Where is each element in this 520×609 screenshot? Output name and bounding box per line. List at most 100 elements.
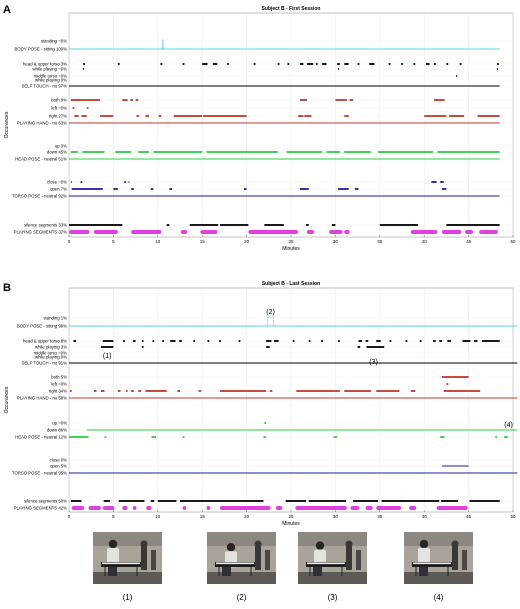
panel-b-row-mark [446, 383, 449, 385]
panel-b-annotation: (4) [504, 422, 513, 429]
panel-b-row-mark [462, 340, 471, 342]
panel-b-row-mark [162, 340, 165, 342]
panel-b-xlabel: Minutes [282, 521, 300, 527]
panel-b-row-mark [70, 500, 82, 502]
panel-a-xtick-label: 40 [422, 239, 428, 244]
panel-a-row-mark [145, 115, 149, 117]
panel-b-row-mark [447, 340, 451, 342]
panel-b-row-label: right 34% [49, 388, 67, 393]
panel-a-row-mark [70, 181, 72, 183]
panel-a-row-mark [338, 68, 340, 70]
panel-a-playing-segment [93, 230, 118, 234]
panel-a-row-mark [497, 68, 499, 70]
panel-a-row-mark [243, 188, 247, 190]
photo-wall-top [93, 532, 162, 546]
panel-b-playing-segment [436, 506, 468, 510]
photo-caption: (3) [328, 593, 338, 602]
panel-a-row-mark [70, 151, 78, 153]
panel-b-letter: B [3, 282, 11, 294]
panel-b-row-mark [292, 340, 295, 342]
panel-b-row-mark [104, 436, 107, 438]
panel-b-row-mark [118, 500, 145, 502]
panel-b-row-mark [473, 340, 478, 342]
panel-b-playing-segment [122, 506, 128, 510]
panel-b-playing-segment [376, 506, 402, 510]
panel-b-playing-segment [102, 506, 115, 510]
panel-a-playing-segment [344, 230, 350, 234]
panel-a-row-label: both 8% [51, 97, 67, 102]
panel-a-row-mark [286, 151, 323, 153]
photo-performer-shirt [107, 548, 119, 564]
panel-a-xlabel: Minutes [282, 246, 300, 252]
panel-a-row-mark [69, 224, 123, 226]
panel-a-ylabel: Occurances [4, 111, 10, 138]
photo-performer-shirt [314, 549, 326, 566]
panel-b-xtick-label: 10 [155, 514, 161, 519]
panel-b-row-mark [145, 390, 167, 392]
panel-a-row-mark [315, 63, 318, 65]
panel-b-row-mark [333, 436, 338, 438]
panel-b-row-mark [481, 340, 500, 342]
panel-a-row-label: TORSO POSE - neutral 92% [12, 193, 67, 198]
photo-4: (4) [404, 532, 473, 602]
panel-b-row-mark [170, 340, 176, 342]
panel-b-row-mark [358, 340, 363, 342]
panel-b-row-mark [504, 436, 508, 438]
photo-3: (3) [298, 532, 367, 602]
panel-b-row-mark [117, 390, 121, 392]
panel-b-row-label: while playing 0% [35, 354, 67, 359]
panel-a-row-mark [440, 181, 444, 183]
panel-b-row-mark [182, 436, 185, 438]
panel-b-row-label: PLAYING SEGMENTS 42% [14, 505, 68, 510]
panel-a-row-mark [206, 151, 278, 153]
panel-b-row-label: left ~0% [51, 381, 67, 386]
panel-b-row-mark [100, 346, 114, 348]
panel-a-row-mark [86, 107, 89, 109]
panel-a-row-mark [335, 99, 347, 101]
panel-b-row-label: up ~0% [52, 420, 67, 425]
panel-a-row-mark [413, 63, 416, 65]
panel-a-row-mark [124, 181, 126, 183]
panel-a-row-mark [166, 224, 170, 226]
panel-b-row-mark [443, 390, 481, 392]
panel-a-title: Subject B - First Session [262, 6, 321, 12]
panel-a-row-label: PLAYING HAND - no 63% [17, 120, 67, 125]
panel-a-row-mark [441, 188, 447, 190]
panel-a-row-mark [100, 115, 114, 117]
panel-a-row-mark [287, 63, 290, 65]
panel-a-row-mark [344, 63, 349, 65]
panel-a-chart: A Subject B - First Session standing ~0% BO… [3, 4, 516, 252]
panel-a-row-mark [83, 68, 85, 70]
photo-keyboard-keys [307, 562, 345, 565]
panel-a-row-mark [446, 224, 500, 226]
panel-a-row-mark [72, 107, 75, 109]
panel-b-row-label: HEAD POSE - neutral 12% [15, 434, 67, 439]
photo-background-head [345, 540, 353, 548]
panel-b-playing-segment [409, 506, 417, 510]
panel-b-row-mark [263, 436, 267, 438]
panel-b-row-label: close 0% [50, 457, 68, 462]
panel-a-row-label: silence segments 33% [24, 222, 67, 227]
panel-a-row-mark [71, 188, 103, 190]
panel-b-row-label: PLAYING HAND - no 58% [17, 395, 67, 400]
panel-a-row-mark [425, 63, 430, 65]
panel-b-row-mark [157, 500, 177, 502]
panel-b-xtick-label: 0 [68, 514, 71, 519]
panel-b-row-mark [381, 500, 440, 502]
photo-stand [462, 550, 467, 570]
photo-caption: (2) [237, 593, 247, 602]
panel-a-row-mark [437, 151, 500, 153]
panel-a-row-mark [344, 115, 349, 117]
panel-a-xtick-label: 15 [200, 239, 206, 244]
panel-b-row-mark [441, 376, 469, 378]
panel-b-row-mark [238, 340, 241, 342]
photo-wall-top [298, 532, 367, 546]
panel-a-row-mark [388, 63, 391, 65]
panel-a-row-mark [369, 63, 375, 65]
panel-a-row-mark [189, 224, 219, 226]
panel-a-row-label: close ~0% [47, 179, 67, 184]
panel-b-row-label: down 86% [47, 427, 67, 432]
panel-b-playing-segment [206, 506, 211, 510]
panel-a-row-mark [219, 224, 249, 226]
panel-a-xtick-label: 20 [244, 239, 250, 244]
